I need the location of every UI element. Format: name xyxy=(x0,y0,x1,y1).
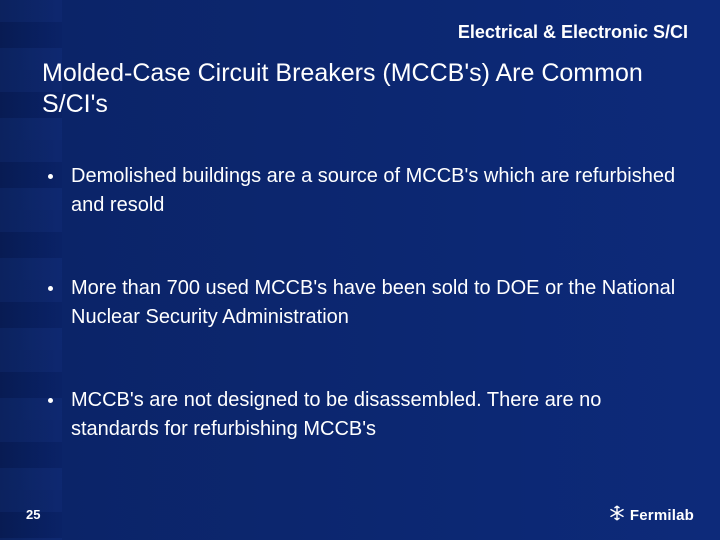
header-category-label: Electrical & Electronic S/CI xyxy=(458,22,688,43)
logo-text: Fermilab xyxy=(630,507,694,524)
slide: Electrical & Electronic S/CI Molded-Case… xyxy=(0,0,720,540)
bullet-text: MCCB's are not designed to be disassembl… xyxy=(71,386,676,444)
bullet-text: Demolished buildings are a source of MCC… xyxy=(71,162,676,220)
page-number: 25 xyxy=(26,507,40,522)
bullet-dot-icon xyxy=(48,286,53,291)
list-item: More than 700 used MCCB's have been sold… xyxy=(48,274,676,332)
list-item: MCCB's are not designed to be disassembl… xyxy=(48,386,676,444)
bullet-text: More than 700 used MCCB's have been sold… xyxy=(71,274,676,332)
list-item: Demolished buildings are a source of MCC… xyxy=(48,162,676,220)
bullet-dot-icon xyxy=(48,398,53,403)
fermilab-logo: Fermilab xyxy=(609,505,694,526)
bullet-list: Demolished buildings are a source of MCC… xyxy=(48,162,676,498)
bullet-dot-icon xyxy=(48,174,53,179)
snowflake-icon xyxy=(609,505,625,526)
slide-title: Molded-Case Circuit Breakers (MCCB's) Ar… xyxy=(42,58,680,121)
